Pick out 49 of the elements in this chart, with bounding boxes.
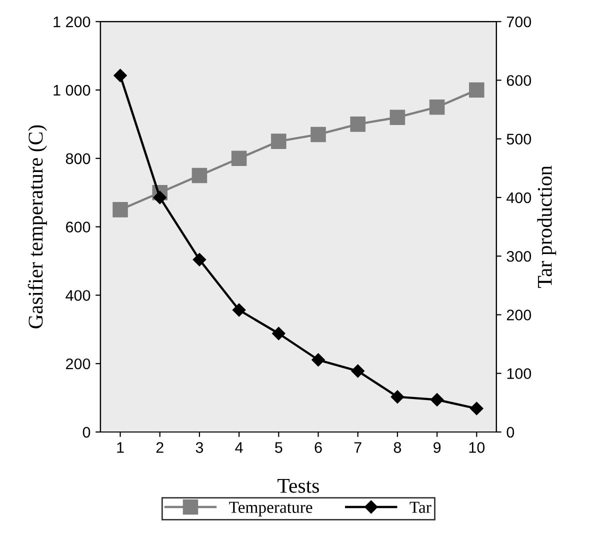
- y2-tick-label: 200: [506, 310, 532, 320]
- y2-axis-title: Tar production: [537, 166, 556, 288]
- y-tick-label: 600: [66, 222, 90, 232]
- y2-tick-label: 400: [506, 192, 532, 204]
- x-tick-label: 4: [235, 442, 243, 453]
- x-tick-label: 10: [469, 442, 485, 453]
- point: [390, 110, 406, 125]
- point: [153, 190, 166, 204]
- point: [271, 134, 286, 149]
- y-tick-label: 200: [66, 358, 90, 370]
- y-tick-label: 800: [66, 153, 90, 164]
- point: [272, 326, 286, 340]
- y-tick-label: 400: [66, 290, 90, 301]
- point: [470, 402, 484, 416]
- point: [430, 393, 444, 406]
- y2-tick-label: 500: [506, 134, 532, 145]
- point: [310, 126, 326, 142]
- point: [351, 364, 364, 378]
- y-tick-label: 0: [82, 426, 90, 438]
- point: [114, 68, 127, 82]
- point: [192, 168, 208, 184]
- y2-tick-label: 100: [507, 368, 532, 380]
- y2-tick-label: 700: [506, 16, 532, 28]
- y2-tick-label: 300: [506, 250, 532, 262]
- x-tick-label: 5: [275, 442, 282, 453]
- x-tick-label: 2: [156, 442, 164, 453]
- x-axis-title: Tests: [278, 479, 319, 493]
- x-tick-label: 9: [434, 442, 441, 453]
- point: [390, 390, 404, 404]
- point: [312, 353, 325, 366]
- x-tick-label: 6: [314, 442, 322, 453]
- y2-tick-label: 0: [506, 426, 514, 438]
- point: [232, 303, 246, 317]
- point: [231, 150, 247, 166]
- y-tick-label: 1 200: [54, 16, 90, 28]
- point: [350, 116, 366, 132]
- legend-label: Tar: [410, 502, 432, 513]
- x-tick-label: 8: [394, 442, 402, 453]
- point: [112, 202, 128, 218]
- legend-label: Temperature: [229, 502, 312, 516]
- y-tick-label: 1 000: [54, 84, 90, 96]
- x-tick-label: 3: [196, 442, 204, 453]
- y-axis-title: Gasifier temperature (C): [28, 125, 47, 328]
- y2-tick-label: 600: [506, 75, 532, 86]
- point: [469, 82, 484, 98]
- point: [429, 99, 445, 115]
- point: [192, 253, 206, 266]
- x-tick-label: 1: [117, 442, 124, 453]
- x-tick-label: 7: [354, 442, 362, 453]
